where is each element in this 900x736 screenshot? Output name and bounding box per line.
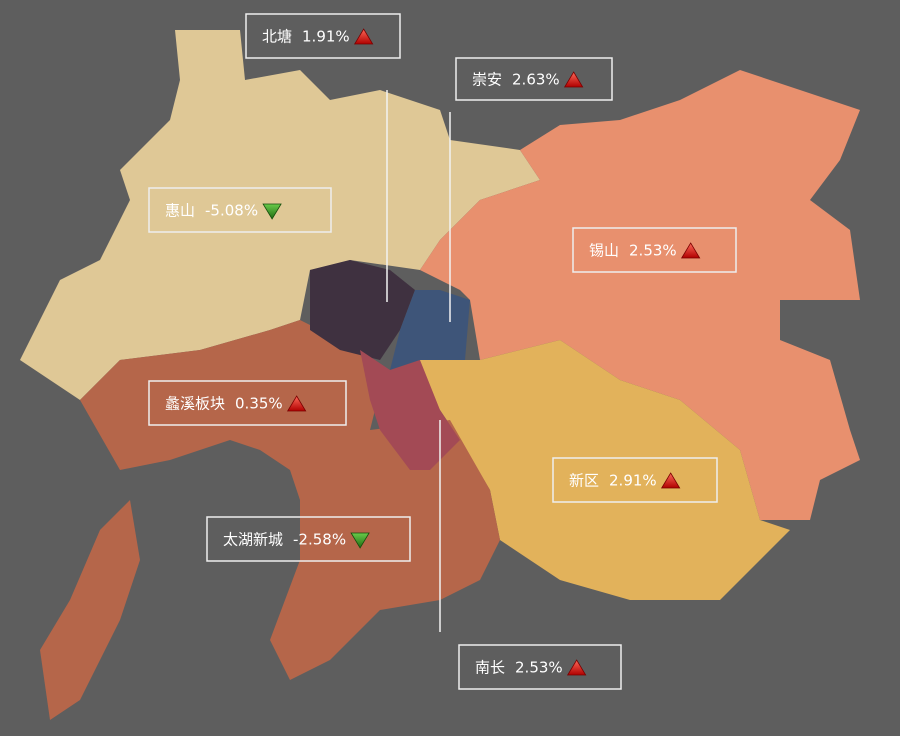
label-box: [572, 227, 737, 273]
down-arrow: [350, 532, 370, 549]
label-box: [148, 187, 332, 233]
label-box: [458, 644, 622, 690]
region-label: 锡山 2.53%: [572, 227, 737, 273]
region-label: 南长 2.53%: [458, 644, 622, 690]
label-box: [455, 57, 613, 101]
region-name: 锡山: [589, 242, 619, 260]
region-name: 太湖新城: [223, 531, 283, 549]
leader-lines: [386, 90, 451, 632]
region-name: 惠山: [165, 202, 195, 220]
region-label: 蠡溪板块 0.35%: [148, 380, 347, 426]
region-change: 1.91%: [302, 28, 350, 46]
region-label: 新区 2.91%: [552, 457, 718, 503]
region-label: 惠山 -5.08%: [148, 187, 332, 233]
label-box: [148, 380, 347, 426]
down-arrow: [262, 203, 282, 220]
region-beitang: [310, 260, 415, 360]
region-change: 2.53%: [629, 242, 677, 260]
up-arrow: [660, 472, 681, 489]
region-change: -2.58%: [293, 531, 346, 549]
up-arrow: [353, 28, 374, 45]
up-arrow: [680, 242, 701, 259]
region-label: 北塘 1.91%: [245, 13, 401, 59]
region-change: 0.35%: [235, 395, 283, 413]
up-arrow: [563, 71, 584, 88]
label-box: [552, 457, 718, 503]
region-change: 2.53%: [515, 659, 563, 677]
region-xinqu: [420, 340, 790, 600]
region-xishan: [420, 70, 860, 520]
up-arrow: [286, 395, 307, 412]
region-binhu-peninsula: [40, 500, 140, 720]
region-binhu: [80, 320, 500, 680]
region-name: 北塘: [262, 28, 292, 46]
region-name: 新区: [569, 472, 599, 490]
region-change: -5.08%: [205, 202, 258, 220]
label-box: [206, 516, 411, 562]
region-name: 崇安: [472, 71, 502, 89]
region-change: 2.91%: [609, 472, 657, 490]
region-change: 2.63%: [512, 71, 560, 89]
region-name: 蠡溪板块: [165, 395, 225, 413]
region-label: 太湖新城 -2.58%: [206, 516, 411, 562]
region-huishan: [20, 30, 540, 400]
region-label: 崇安 2.63%: [455, 57, 613, 101]
region-nanchang: [360, 350, 460, 470]
up-arrow: [566, 659, 587, 676]
label-box: [245, 13, 401, 59]
regions: [20, 30, 860, 720]
region-name: 南长: [475, 659, 505, 677]
